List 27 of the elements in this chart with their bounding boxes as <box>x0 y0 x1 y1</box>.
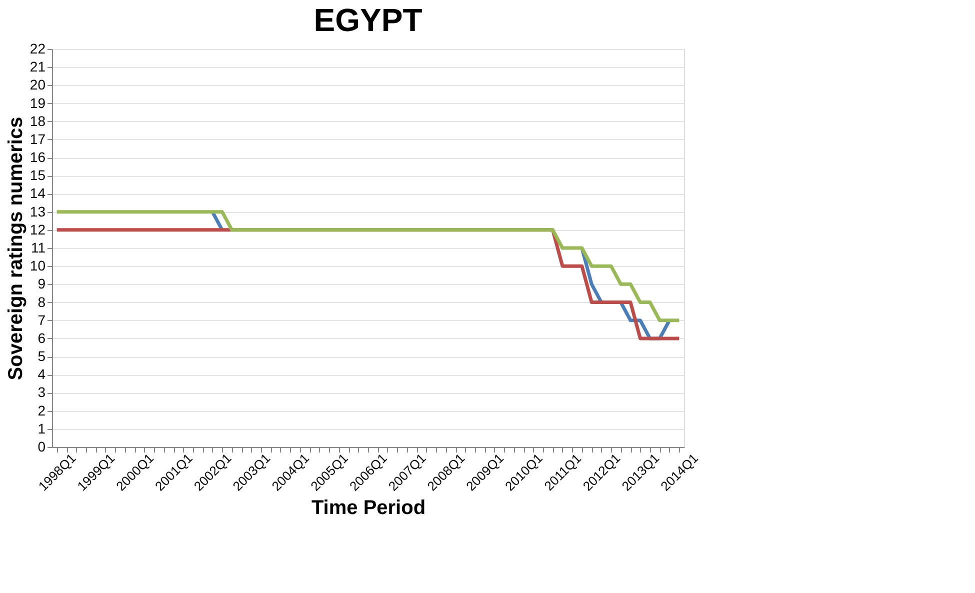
y-tick-label: 4 <box>38 366 46 382</box>
y-tick-label: 16 <box>30 149 46 166</box>
chart-title: EGYPT <box>314 2 423 38</box>
y-tick-label: 10 <box>30 258 46 274</box>
line-series <box>55 210 681 322</box>
y-tick-label: 14 <box>30 185 46 202</box>
y-tick-label: 21 <box>30 58 46 75</box>
y-tick-label: 17 <box>30 130 46 147</box>
y-axis-title: Sovereign ratings numerics <box>4 116 27 380</box>
y-tick-label: 0 <box>38 438 46 454</box>
y-tick-label: 9 <box>38 276 46 292</box>
y-tick-label: 15 <box>30 167 46 184</box>
y-tick-label: 1 <box>38 420 46 436</box>
y-tick-label: 11 <box>30 240 46 256</box>
y-tick-label: 18 <box>30 112 46 129</box>
y-tick-label: 2 <box>38 402 46 418</box>
x-axis-title: Time Period <box>311 496 426 519</box>
y-tick-label: 12 <box>30 221 46 238</box>
y-tick-label: 6 <box>38 330 46 346</box>
y-tick-label: 22 <box>30 40 46 56</box>
y-tick-label: 3 <box>38 384 46 400</box>
y-tick-label: 13 <box>30 203 46 220</box>
y-tick-label: 7 <box>38 312 46 328</box>
y-tick-label: 8 <box>38 294 46 310</box>
y-tick-label: 5 <box>38 348 46 364</box>
y-tick-label: 19 <box>30 94 46 111</box>
y-tick-label: 20 <box>30 76 46 93</box>
